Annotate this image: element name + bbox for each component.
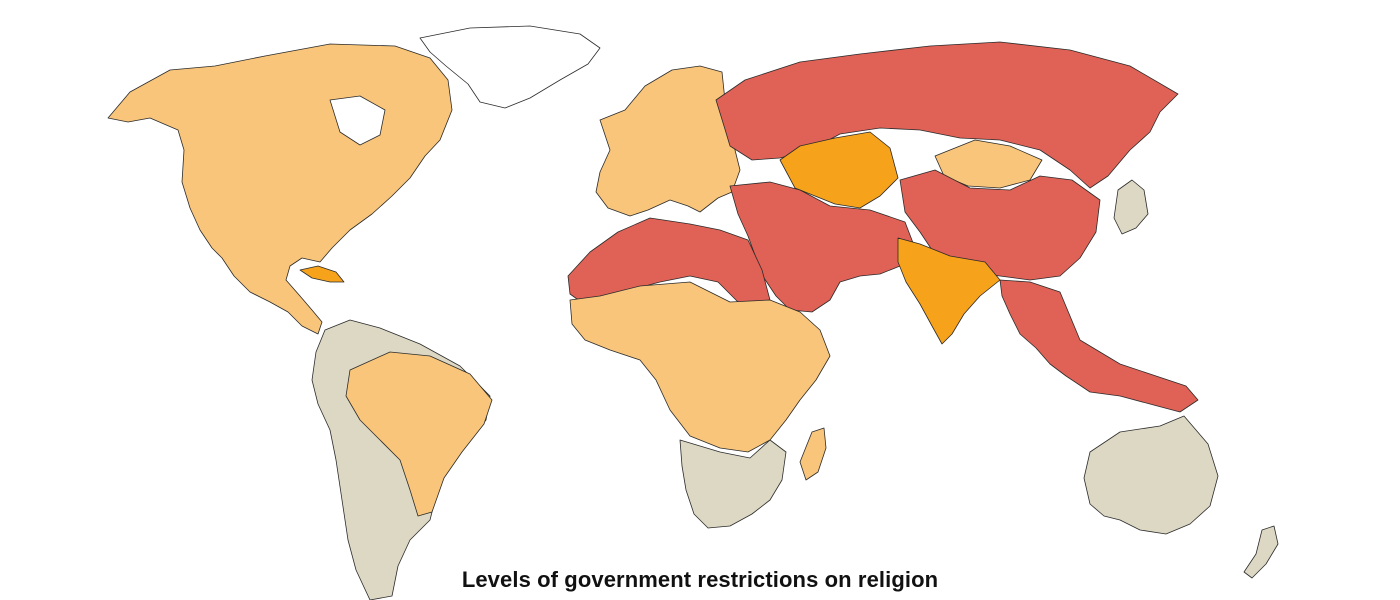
region-cuba [299, 265, 345, 283]
region-madagascar [799, 427, 827, 481]
region-new-zealand [1243, 525, 1279, 579]
region-india [897, 237, 1001, 345]
region-central-asia [779, 131, 899, 209]
region-southern-africa [679, 439, 787, 529]
region-west-central-africa [569, 281, 831, 453]
region-southeast-asia [999, 279, 1199, 413]
region-australia [1083, 415, 1219, 535]
region-brazil [345, 351, 493, 517]
region-japan [1113, 179, 1149, 235]
region-europe [595, 65, 741, 217]
region-china [899, 169, 1101, 281]
map-caption: Levels of government restrictions on rel… [461, 567, 939, 592]
hudson-bay [329, 95, 386, 146]
region-greenland [419, 25, 601, 109]
region-north-america [107, 43, 453, 335]
